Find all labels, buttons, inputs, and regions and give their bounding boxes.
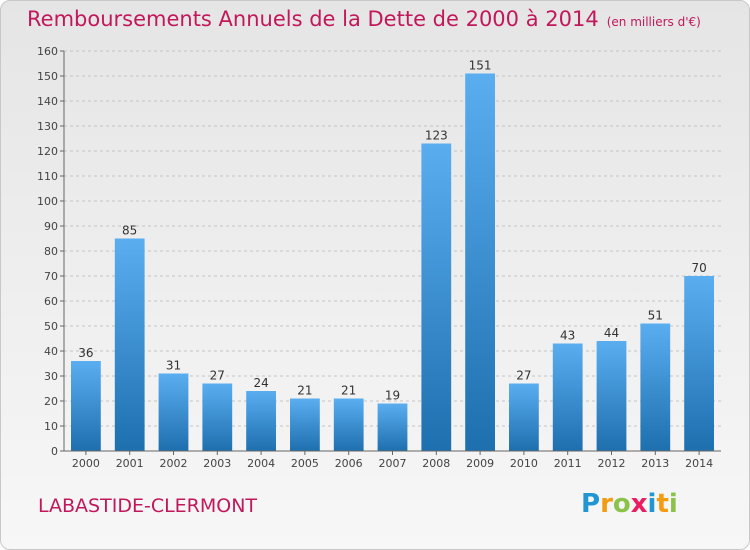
bar-2012 xyxy=(596,341,627,451)
logo-letter: t xyxy=(656,489,669,519)
y-tick-label: 100 xyxy=(37,195,58,208)
bar-2010 xyxy=(509,383,539,451)
chart-title-text: Remboursements Annuels de la Dette de 20… xyxy=(27,7,599,31)
bar-value-label: 123 xyxy=(425,129,448,143)
bar-value-label: 31 xyxy=(166,359,181,373)
bar-value-label: 21 xyxy=(341,384,356,398)
bar-value-label: 36 xyxy=(78,346,93,360)
y-tick-label: 50 xyxy=(44,320,58,333)
proxiti-logo: Proxiti xyxy=(581,489,678,519)
x-tick-label: 2014 xyxy=(685,457,713,470)
bar-value-label: 21 xyxy=(297,384,312,398)
bar-2001 xyxy=(114,238,145,451)
y-tick-label: 70 xyxy=(44,270,58,283)
bar-2014 xyxy=(684,276,714,451)
bar-value-label: 19 xyxy=(385,389,400,403)
bar-2007 xyxy=(377,403,408,451)
bar-value-label: 44 xyxy=(604,326,619,340)
y-tick-label: 140 xyxy=(37,95,58,108)
x-tick-label: 2010 xyxy=(510,457,538,470)
y-tick-label: 110 xyxy=(37,170,58,183)
x-tick-label: 2006 xyxy=(335,457,363,470)
bar-value-label: 151 xyxy=(469,59,492,73)
x-tick-label: 2009 xyxy=(466,457,494,470)
bar-value-label: 24 xyxy=(253,376,268,390)
y-tick-label: 30 xyxy=(44,370,58,383)
chart-title: Remboursements Annuels de la Dette de 20… xyxy=(27,7,701,31)
logo-letter: P xyxy=(581,489,601,519)
logo-letter: x xyxy=(630,489,648,519)
y-axis: 0 10 20 30 40 50 60 70 80 90 100 110 120 130 140 150 160 xyxy=(37,45,65,458)
bar-value-label: 27 xyxy=(516,369,531,383)
bar-2002 xyxy=(158,373,189,451)
x-tick-label: 2013 xyxy=(641,457,669,470)
x-tick-label: 2007 xyxy=(379,457,407,470)
logo-letter: r xyxy=(600,489,613,519)
bar-2008 xyxy=(421,143,452,451)
bar-value-label: 43 xyxy=(560,329,575,343)
commune-name: LABASTIDE-CLERMONT xyxy=(38,495,258,517)
x-tick-label: 2012 xyxy=(598,457,626,470)
x-tick-label: 2005 xyxy=(291,457,319,470)
bar-value-label: 51 xyxy=(648,309,663,323)
bar-value-label: 70 xyxy=(691,261,706,275)
y-tick-label: 90 xyxy=(44,220,58,233)
y-tick-label: 150 xyxy=(37,70,58,83)
y-tick-label: 160 xyxy=(37,45,58,58)
y-tick-label: 0 xyxy=(51,445,58,458)
bar-2004 xyxy=(246,391,276,451)
y-tick-label: 20 xyxy=(44,395,58,408)
x-tick-label: 2011 xyxy=(554,457,582,470)
bar-value-label: 85 xyxy=(122,224,137,238)
bar-2003 xyxy=(202,383,233,451)
bar-2006 xyxy=(333,398,364,451)
bars: 36 85 31 27 24 21 21 19 123 151 27 43 44 51 70 xyxy=(71,59,714,451)
x-tick-label: 2003 xyxy=(203,457,231,470)
x-tick-label: 2004 xyxy=(247,457,275,470)
y-tick-label: 130 xyxy=(37,120,58,133)
y-tick-label: 40 xyxy=(44,345,58,358)
chart-subtitle: (en milliers d'€) xyxy=(606,15,701,29)
y-tick-label: 60 xyxy=(44,295,58,308)
y-tick-label: 10 xyxy=(44,420,58,433)
bar-2009 xyxy=(465,73,495,451)
y-tick-label: 80 xyxy=(44,245,58,258)
bar-2005 xyxy=(290,398,320,451)
bar-2011 xyxy=(552,343,583,451)
y-tick-label: 120 xyxy=(37,145,58,158)
x-axis: 2000 2001 2002 2003 2004 2005 2006 2007 2008 2009… xyxy=(64,450,721,470)
x-tick-label: 2001 xyxy=(116,457,144,470)
x-tick-label: 2002 xyxy=(160,457,188,470)
bar-2000 xyxy=(71,361,101,451)
logo-letter: o xyxy=(612,489,631,519)
x-tick-label: 2008 xyxy=(422,457,450,470)
logo-letter: i xyxy=(668,489,678,519)
bar-2013 xyxy=(640,323,671,451)
logo-letter: i xyxy=(647,489,657,519)
x-tick-label: 2000 xyxy=(72,457,100,470)
bar-value-label: 27 xyxy=(210,369,225,383)
